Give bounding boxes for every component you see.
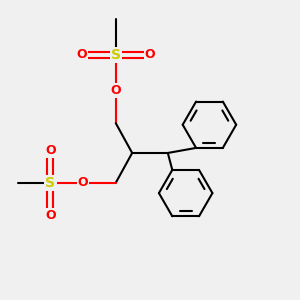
Text: S: S	[45, 176, 56, 190]
Text: O: O	[78, 176, 88, 189]
Text: O: O	[45, 209, 56, 222]
Text: O: O	[110, 84, 121, 97]
Text: O: O	[145, 48, 155, 62]
Text: O: O	[45, 143, 56, 157]
Text: O: O	[76, 48, 87, 62]
Text: S: S	[111, 48, 121, 62]
